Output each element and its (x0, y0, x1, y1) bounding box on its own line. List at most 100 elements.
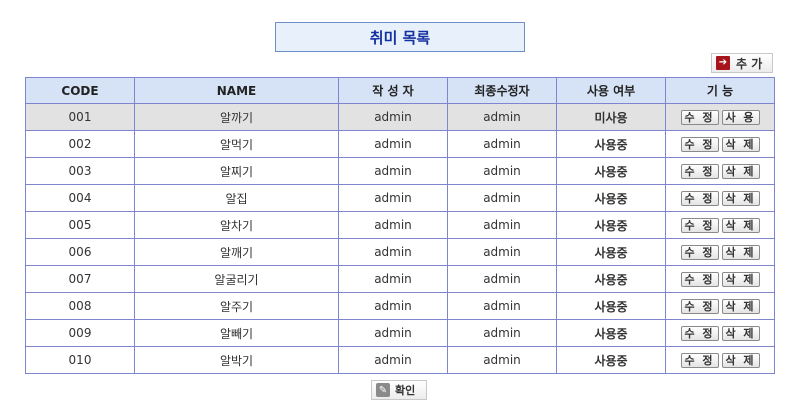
hobby-table: CODE NAME 작 성 자 최종수정자 사용 여부 기 능 001 알까기 ad… (25, 77, 775, 374)
header-name: NAME (134, 77, 339, 104)
confirm-button-label: 확인 (395, 384, 416, 397)
cell-code: 004 (25, 184, 135, 212)
header-actions: 기 능 (665, 77, 775, 104)
edit-button[interactable]: 수 정 (680, 109, 719, 125)
cell-modifier: admin (447, 319, 557, 347)
cell-status: 사용중 (556, 238, 666, 266)
cell-author: admin (338, 157, 448, 185)
cell-author: admin (338, 211, 448, 239)
add-button-label: 추 가 (736, 56, 763, 71)
cell-status: 사용중 (556, 130, 666, 158)
add-button[interactable]: ➔ 추 가 (711, 53, 773, 73)
cell-modifier: admin (447, 103, 557, 131)
cell-name: 알차기 (134, 211, 339, 239)
cell-name: 알주기 (134, 292, 339, 320)
cell-status: 사용중 (556, 319, 666, 347)
edit-button[interactable]: 수 정 (680, 217, 719, 233)
delete-button[interactable]: 삭 제 (721, 136, 760, 152)
cell-code: 002 (25, 130, 135, 158)
cell-modifier: admin (447, 346, 557, 374)
edit-button[interactable]: 수 정 (680, 163, 719, 179)
cell-code: 008 (25, 292, 135, 320)
cell-code: 001 (25, 103, 135, 131)
cell-modifier: admin (447, 157, 557, 185)
cell-code: 005 (25, 211, 135, 239)
cell-modifier: admin (447, 130, 557, 158)
delete-button[interactable]: 삭 제 (721, 163, 760, 179)
cell-author: admin (338, 346, 448, 374)
edit-button[interactable]: 수 정 (680, 271, 719, 287)
cell-status: 사용중 (556, 265, 666, 293)
cell-status: 사용중 (556, 184, 666, 212)
cell-modifier: admin (447, 211, 557, 239)
cell-status: 사용중 (556, 211, 666, 239)
header-author: 작 성 자 (338, 77, 448, 104)
edit-button[interactable]: 수 정 (680, 325, 719, 341)
cell-modifier: admin (447, 292, 557, 320)
cell-author: admin (338, 184, 448, 212)
arrow-right-icon: ➔ (716, 56, 730, 70)
delete-button[interactable]: 삭 제 (721, 271, 760, 287)
cell-name: 알굴리기 (134, 265, 339, 293)
cell-status: 사용중 (556, 346, 666, 374)
header-code: CODE (25, 77, 135, 104)
delete-button[interactable]: 삭 제 (721, 244, 760, 260)
cell-name: 알빼기 (134, 319, 339, 347)
cell-name: 알집 (134, 184, 339, 212)
cell-modifier: admin (447, 238, 557, 266)
delete-button[interactable]: 삭 제 (721, 325, 760, 341)
cell-code: 003 (25, 157, 135, 185)
cell-status: 사용중 (556, 292, 666, 320)
cell-name: 알깨기 (134, 238, 339, 266)
cell-status: 미사용 (556, 103, 666, 131)
edit-button[interactable]: 수 정 (680, 298, 719, 314)
delete-button[interactable]: 삭 제 (721, 190, 760, 206)
header-status: 사용 여부 (556, 77, 666, 104)
cell-code: 010 (25, 346, 135, 374)
edit-button[interactable]: 수 정 (680, 190, 719, 206)
edit-button[interactable]: 수 정 (680, 136, 719, 152)
delete-button[interactable]: 삭 제 (721, 217, 760, 233)
cell-code: 009 (25, 319, 135, 347)
use-button[interactable]: 사 용 (721, 109, 760, 125)
cell-code: 006 (25, 238, 135, 266)
cell-name: 알찌기 (134, 157, 339, 185)
cell-author: admin (338, 319, 448, 347)
delete-button[interactable]: 삭 제 (721, 298, 760, 314)
cell-author: admin (338, 238, 448, 266)
cell-modifier: admin (447, 184, 557, 212)
edit-button[interactable]: 수 정 (680, 352, 719, 368)
header-modifier: 최종수정자 (447, 77, 557, 104)
cell-code: 007 (25, 265, 135, 293)
delete-button[interactable]: 삭 제 (721, 352, 760, 368)
cell-modifier: admin (447, 265, 557, 293)
cell-status: 사용중 (556, 157, 666, 185)
table-header-row: CODE NAME 작 성 자 최종수정자 사용 여부 기 능 (25, 77, 775, 104)
confirm-button[interactable]: ✎ 확인 (371, 380, 427, 400)
edit-button[interactable]: 수 정 (680, 244, 719, 260)
cell-name: 알박기 (134, 346, 339, 374)
page-title: 취미 목록 (275, 22, 525, 52)
pencil-icon: ✎ (376, 383, 390, 397)
cell-author: admin (338, 292, 448, 320)
